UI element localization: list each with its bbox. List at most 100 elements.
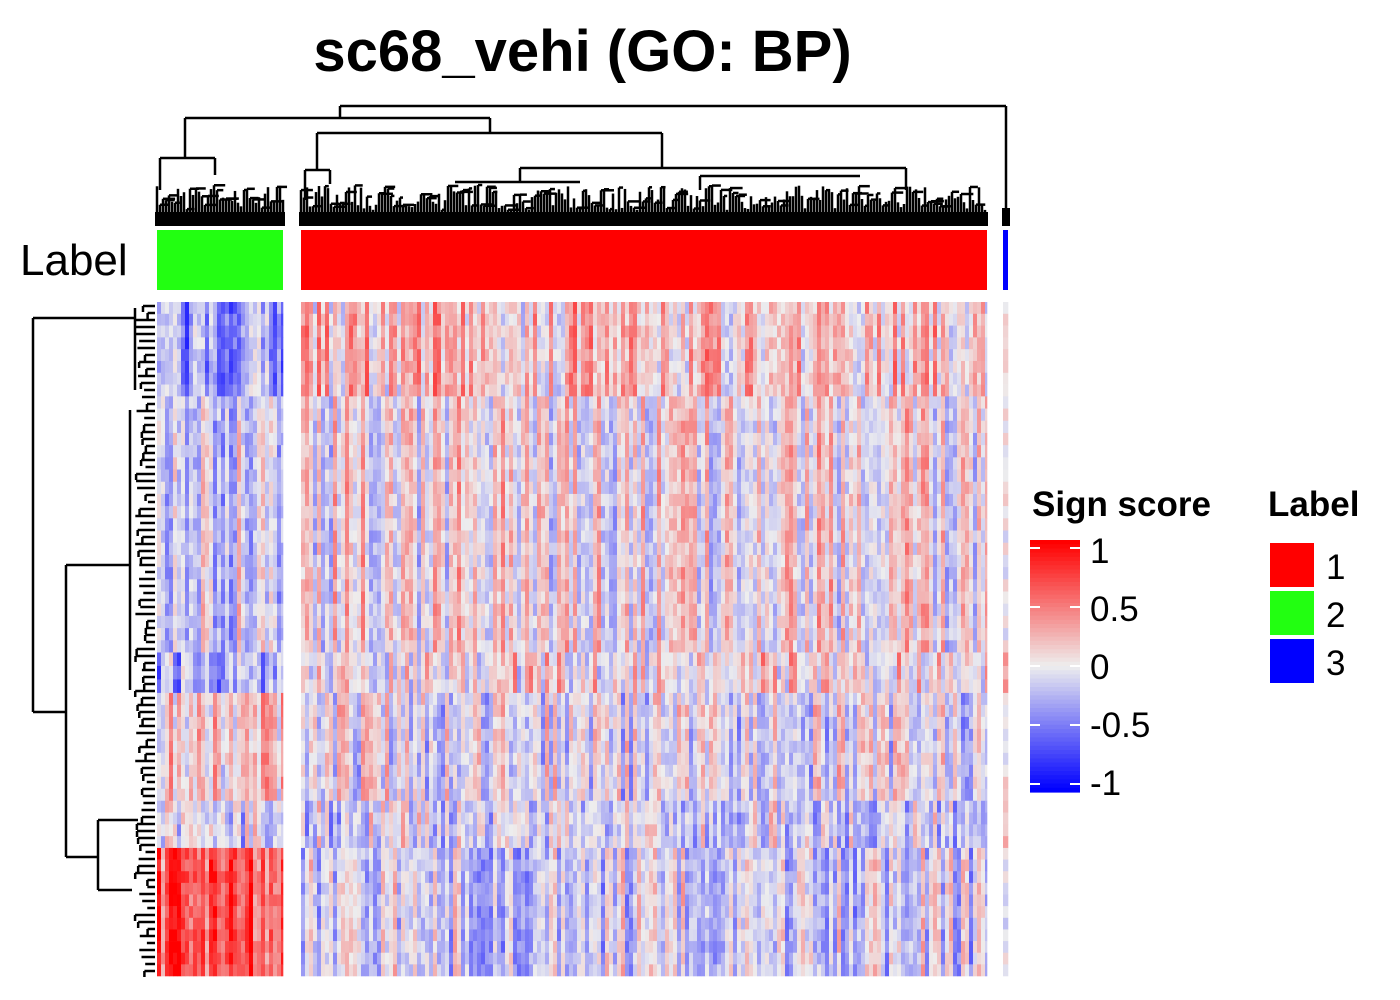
heatmap-cell: [685, 518, 690, 531]
heatmap-cell: [237, 372, 242, 385]
heatmap-cell: [257, 445, 262, 458]
heatmap-cell: [469, 615, 474, 629]
heatmap-cell: [649, 325, 654, 338]
heatmap-cell: [241, 420, 246, 434]
heatmap-cell: [533, 640, 538, 653]
heatmap-cell: [641, 481, 646, 495]
heatmap-cell: [357, 542, 362, 556]
heatmap-cell: [833, 302, 838, 315]
heatmap-cell: [433, 349, 438, 362]
heatmap-cell: [769, 325, 774, 338]
heatmap-cell: [749, 302, 754, 315]
heatmap-cell: [625, 530, 630, 544]
heatmap-cell: [213, 530, 218, 544]
heatmap-cell: [173, 506, 178, 519]
heatmap-cell: [257, 313, 262, 326]
heatmap-cell: [381, 579, 386, 592]
heatmap-cell: [253, 432, 258, 446]
heatmap-cell: [477, 408, 482, 422]
heatmap-cell: [633, 603, 638, 617]
heatmap-cell: [529, 481, 534, 495]
heatmap-cell: [589, 591, 594, 604]
heatmap-cell: [385, 579, 390, 592]
heatmap-cell: [985, 360, 988, 374]
heatmap-cell: [221, 603, 226, 617]
heatmap-cell: [521, 360, 526, 374]
heatmap-cell: [161, 518, 166, 531]
heatmap-cell: [581, 302, 586, 315]
heatmap-cell: [781, 384, 786, 397]
heatmap-cell: [341, 313, 346, 326]
heatmap-cell: [541, 313, 546, 326]
heatmap-cell: [825, 302, 830, 315]
heatmap-cell: [461, 302, 466, 315]
heatmap-cell: [429, 396, 434, 409]
heatmap-cell: [805, 337, 810, 350]
heatmap-cell: [809, 360, 814, 374]
heatmap-cell: [857, 313, 862, 326]
heatmap-cell: [253, 360, 258, 374]
heatmap-cell: [377, 372, 382, 385]
heatmap-cell: [569, 628, 574, 641]
heatmap-cell: [757, 360, 762, 374]
heatmap-cell: [249, 384, 254, 397]
heatmap-cell: [553, 628, 558, 641]
heatmap-cell: [509, 603, 514, 617]
heatmap-cell: [697, 542, 702, 556]
heatmap-cell: [333, 349, 338, 362]
heatmap-cell: [873, 302, 878, 315]
heatmap-cell: [349, 493, 354, 507]
heatmap-cell: [305, 325, 310, 338]
heatmap-cell: [245, 325, 250, 338]
heatmap-cell: [837, 325, 842, 338]
heatmap-cell: [617, 384, 622, 397]
heatmap-cell: [457, 628, 462, 641]
heatmap-cell: [893, 313, 898, 326]
heatmap-cell: [221, 445, 226, 458]
heatmap-cell: [685, 349, 690, 362]
heatmap-cell: [817, 360, 822, 374]
heatmap-cell: [417, 349, 422, 362]
heatmap-cell: [797, 384, 802, 397]
heatmap-cell: [489, 628, 494, 641]
heatmap-cell: [557, 615, 562, 629]
heatmap-cell: [277, 420, 282, 434]
heatmap-cell: [213, 628, 218, 641]
heatmap-cell: [309, 360, 314, 374]
heatmap-cell: [177, 640, 182, 653]
heatmap-cell: [193, 325, 198, 338]
heatmap-cell: [545, 481, 550, 495]
heatmap-cell: [329, 628, 334, 641]
heatmap-cell: [485, 408, 490, 422]
heatmap-cell: [281, 313, 284, 326]
heatmap-cell: [505, 457, 510, 470]
heatmap-cell: [681, 337, 686, 350]
heatmap-cell: [205, 313, 210, 326]
heatmap-cell: [585, 325, 590, 338]
heatmap-cell: [473, 603, 478, 617]
heatmap-cell: [713, 349, 718, 362]
heatmap-cell: [981, 313, 986, 326]
heatmap-cell: [553, 530, 558, 544]
heatmap-cell: [525, 628, 530, 641]
heatmap-cell: [645, 313, 650, 326]
heatmap-cell: [425, 530, 430, 544]
heatmap-cell: [329, 591, 334, 604]
heatmap-cell: [653, 349, 658, 362]
heatmap-cell: [429, 445, 434, 458]
heatmap-cell: [225, 445, 230, 458]
heatmap-cell: [305, 384, 310, 397]
heatmap-cell: [489, 518, 494, 531]
heatmap-cell: [349, 396, 354, 409]
heatmap-cell: [193, 302, 198, 315]
heatmap-cell: [233, 567, 238, 580]
heatmap-cell: [477, 518, 482, 531]
heatmap-cell: [545, 302, 550, 315]
heatmap-cell: [229, 432, 234, 446]
heatmap-cell: [489, 372, 494, 385]
heatmap-cell: [949, 302, 954, 315]
heatmap-cell: [257, 432, 262, 446]
heatmap-cell: [389, 325, 394, 338]
heatmap-cell: [245, 408, 250, 422]
heatmap-cell: [337, 432, 342, 446]
